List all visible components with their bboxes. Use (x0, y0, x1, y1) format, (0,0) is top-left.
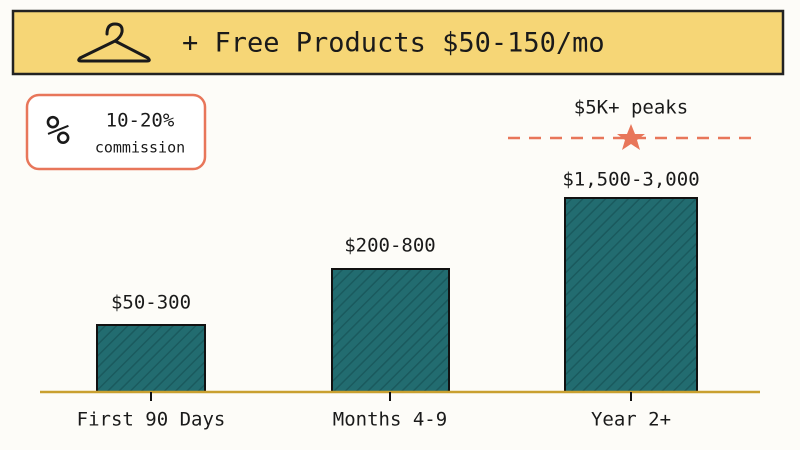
stage-label: Year 2+ (591, 409, 671, 431)
badge-label: commission (95, 139, 185, 157)
peak-label: $5K+ peaks (574, 97, 688, 119)
badge-symbol: % (46, 108, 70, 154)
commission-badge (25, 93, 207, 171)
stage-label: First 90 Days (77, 409, 226, 431)
bar-label: $50-300 (111, 292, 191, 314)
bar (331, 268, 450, 393)
bar (564, 197, 698, 393)
stage-label: Months 4-9 (333, 409, 447, 431)
banner-title: + Free Products $50-150/mo (182, 28, 605, 59)
bar-label: $200-800 (344, 235, 436, 257)
badge-rate: 10-20% (106, 110, 175, 132)
banner (11, 9, 785, 76)
bar-label: $1,500-3,000 (562, 169, 699, 191)
hanger-icon (77, 22, 151, 63)
peak-star (617, 124, 645, 150)
bar (96, 324, 206, 393)
